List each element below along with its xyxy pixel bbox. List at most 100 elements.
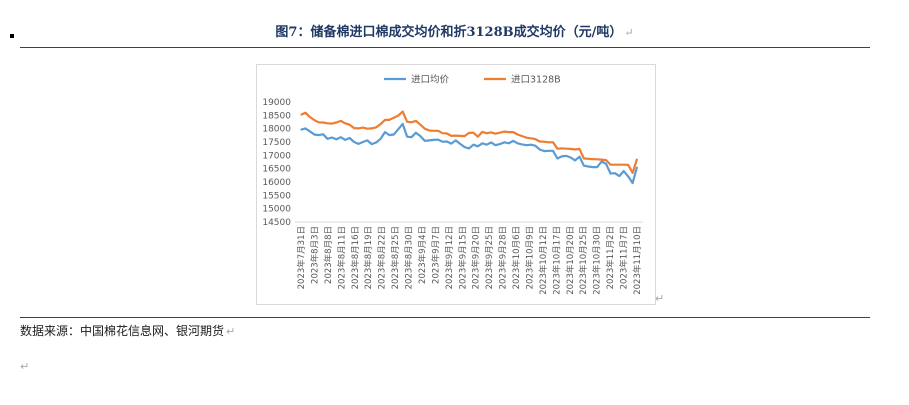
data-point [601, 160, 603, 163]
data-point [362, 127, 364, 129]
data-point [503, 131, 505, 133]
data-point [547, 150, 550, 152]
x-tick-label: 2023年10月30日 [592, 226, 603, 295]
data-point [371, 143, 373, 145]
data-point [379, 138, 382, 140]
source-note: 数据来源：中国棉花信息网、银河期货 ↵ [20, 324, 236, 338]
data-point [410, 121, 413, 123]
data-point [578, 156, 581, 158]
data-point [486, 144, 488, 146]
x-tick-label: 2023年10月9日 [524, 226, 535, 289]
data-point [344, 122, 346, 124]
data-point [357, 127, 360, 129]
data-point [441, 132, 444, 134]
data-point [322, 133, 324, 135]
data-point [517, 133, 519, 136]
data-point [340, 120, 342, 122]
data-point [313, 133, 315, 136]
data-point [547, 141, 550, 143]
data-point [419, 135, 421, 137]
data-point [384, 131, 386, 133]
data-point [627, 175, 629, 177]
data-point [419, 124, 421, 126]
data-point [490, 141, 492, 144]
data-point [574, 159, 576, 161]
data-point [494, 133, 497, 135]
data-point [371, 127, 373, 129]
x-tick-label: 2023年8月19日 [363, 226, 374, 289]
data-point [379, 123, 382, 125]
data-point [375, 141, 377, 144]
y-tick-label: 19000 [262, 98, 291, 108]
data-point [530, 137, 532, 139]
data-point [618, 164, 620, 166]
data-point [570, 156, 572, 159]
data-point [459, 143, 461, 145]
data-point [331, 136, 333, 139]
data-point [508, 131, 510, 133]
data-point [304, 127, 307, 129]
data-point [384, 119, 386, 121]
data-point [508, 142, 510, 144]
x-tick-label: 2023年10月20日 [565, 226, 576, 295]
data-point [331, 123, 333, 125]
data-point [375, 126, 377, 128]
data-point [521, 143, 523, 145]
data-point [415, 132, 417, 134]
y-tick-label: 14500 [262, 218, 291, 228]
data-point [627, 164, 629, 166]
x-tick-label: 2023年8月3日 [309, 226, 320, 284]
x-tick-label: 2023年10月25日 [578, 226, 589, 295]
data-point [441, 141, 444, 143]
y-tick-label: 17500 [262, 138, 291, 148]
data-point [437, 139, 439, 141]
data-point [433, 139, 435, 141]
data-point [468, 132, 470, 134]
x-tick-label: 2023年9月4日 [417, 226, 428, 284]
data-point [318, 121, 320, 123]
data-point [636, 158, 638, 160]
data-point [552, 141, 554, 143]
data-point [499, 143, 501, 145]
data-point [534, 138, 536, 140]
data-point [623, 164, 625, 166]
data-point [552, 150, 554, 152]
data-point [578, 148, 581, 150]
data-point [309, 116, 311, 118]
data-point [490, 131, 492, 133]
data-point [406, 136, 408, 138]
data-point [318, 134, 320, 136]
data-point [402, 123, 404, 125]
data-point [459, 135, 461, 137]
y-tick-label: 18500 [262, 111, 291, 121]
x-tick-label: 2023年8月8日 [323, 226, 334, 284]
data-point [631, 172, 634, 174]
data-point [397, 128, 399, 130]
data-point [570, 148, 572, 150]
data-point [450, 143, 452, 145]
data-point [433, 130, 435, 132]
data-point [388, 134, 391, 136]
x-tick-label: 2023年8月11日 [336, 226, 347, 289]
data-point [609, 164, 612, 166]
list-bullet [10, 34, 14, 38]
data-point [463, 135, 466, 137]
data-point [463, 146, 466, 148]
data-point [344, 139, 346, 141]
data-point [477, 136, 479, 138]
x-tick-label: 2023年10月12日 [538, 226, 549, 295]
data-point [477, 145, 479, 147]
data-point [349, 137, 351, 139]
data-point [614, 172, 616, 174]
data-point [366, 128, 368, 130]
data-point [561, 155, 563, 157]
data-point [428, 139, 430, 141]
data-point [415, 120, 417, 122]
data-point [446, 140, 448, 143]
data-point [556, 157, 559, 160]
data-point [357, 143, 360, 145]
data-point [353, 127, 355, 129]
data-point [406, 121, 408, 123]
data-point [587, 158, 589, 160]
data-point [565, 155, 567, 157]
